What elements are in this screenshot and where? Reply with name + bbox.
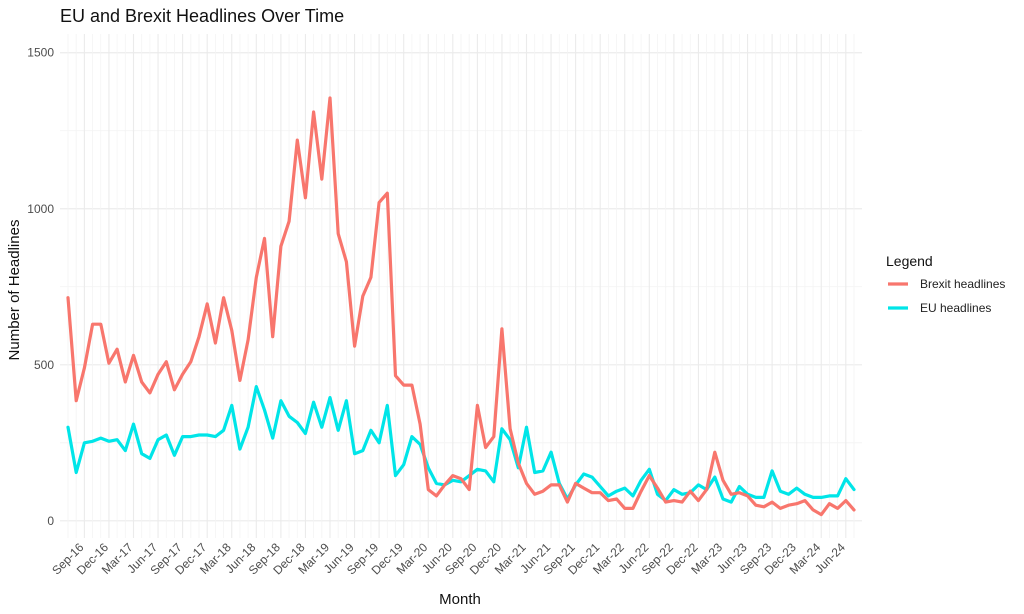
y-tick-label: 1000 xyxy=(27,202,54,216)
legend-title: Legend xyxy=(886,253,933,269)
legend-label: Brexit headlines xyxy=(920,277,1005,291)
series-line-eu-headlines xyxy=(66,385,856,504)
x-axis-title: Month xyxy=(439,591,481,608)
legend-label: EU headlines xyxy=(920,301,991,315)
y-tick-label: 500 xyxy=(34,358,54,372)
y-axis: 0 500 1000 1500 xyxy=(27,46,54,528)
y-tick-label: 1500 xyxy=(27,46,54,60)
series-line-brexit-headlines xyxy=(66,96,856,517)
y-tick-label: 0 xyxy=(47,514,54,528)
grid xyxy=(60,34,862,538)
legend: Legend Brexit headlines EU headlines xyxy=(886,253,1005,315)
y-axis-title: Number of Headlines xyxy=(6,220,23,361)
x-axis: Sep-16Dec-16Mar-17Jun-17Sep-17Dec-17Mar-… xyxy=(49,540,848,577)
chart-title: EU and Brexit Headlines Over Time xyxy=(60,6,344,26)
series-layer xyxy=(66,96,856,517)
